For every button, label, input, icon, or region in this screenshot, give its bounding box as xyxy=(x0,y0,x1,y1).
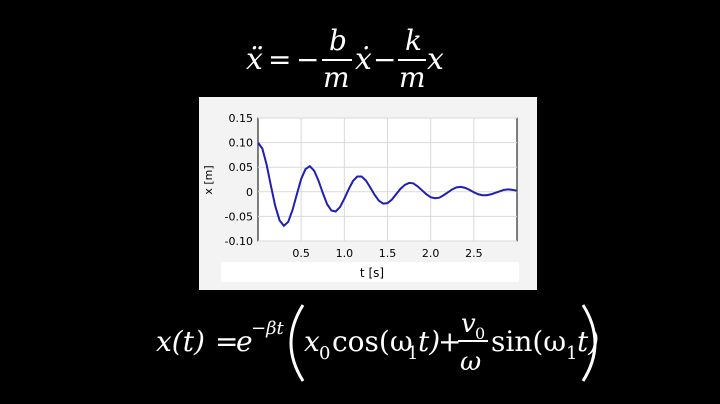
eq-top-minus-2: − xyxy=(373,43,396,76)
eq-bottom-exp-base: e xyxy=(236,325,253,358)
eq-top-term2: x xyxy=(427,42,444,77)
eq-bottom-right-paren xyxy=(581,304,597,382)
x-tick-label: 2.0 xyxy=(422,247,440,260)
eq-top-lhs: ẍ xyxy=(246,42,263,77)
y-axis-ticks: 0.15 0.10 0.05 0 -0.05 -0.10 xyxy=(225,112,253,248)
y-tick-label: 0.05 xyxy=(229,161,254,174)
series-line-displacement xyxy=(257,142,518,228)
eq-bottom-cos-open: cos(ω xyxy=(332,325,413,358)
equation-top: ẍ = − b m ẋ − k m x xyxy=(246,24,444,94)
y-tick-label: 0 xyxy=(246,186,253,199)
eq-top-minus-1: − xyxy=(296,43,319,76)
y-tick-label: -0.10 xyxy=(225,235,253,248)
x-axis-ticks: 0.5 1.0 1.5 2.0 2.5 xyxy=(292,247,482,260)
eq-bottom-sin-sub: 1 xyxy=(566,343,577,364)
eq-bottom-x0-sub: 0 xyxy=(319,343,330,364)
x-tick-label: 1.5 xyxy=(379,247,397,260)
x-tick-label: 2.5 xyxy=(465,247,483,260)
x-tick-label: 0.5 xyxy=(292,247,310,260)
x-axis-label: t [s] xyxy=(360,266,384,280)
eq-bottom-exponent: −βt xyxy=(251,318,284,339)
eq-bottom-plus: + xyxy=(438,325,461,358)
eq-bottom-v0-base: v xyxy=(461,309,476,339)
xlabel-band xyxy=(221,262,519,282)
eq-top-equals: = xyxy=(268,43,291,76)
eq-top-frac2-denominator: m xyxy=(399,61,426,94)
eq-top-frac2-numerator: k xyxy=(405,24,422,57)
equation-bottom: x(t) = e −βt x 0 cos(ω 1 t) + v 0 ω sin(… xyxy=(156,304,599,382)
eq-bottom-equals: = xyxy=(215,325,238,358)
eq-bottom-v0-sub: 0 xyxy=(475,324,485,343)
eq-bottom-left-paren xyxy=(289,304,305,382)
eq-bottom-cos-sub: 1 xyxy=(407,343,418,364)
eq-bottom-cos-close: t) xyxy=(418,325,440,358)
eq-top-frac1-denominator: m xyxy=(323,61,350,94)
eq-top-term1: ẋ xyxy=(355,42,372,77)
y-tick-label: 0.10 xyxy=(229,137,254,150)
eq-bottom-lhs: x(t) xyxy=(156,325,205,358)
eq-bottom-x0-base: x xyxy=(304,325,320,358)
x-tick-label: 1.0 xyxy=(336,247,354,260)
eq-bottom-omega-den: ω xyxy=(460,347,481,377)
y-axis-label: x [m] xyxy=(202,165,215,194)
y-tick-label: 0.15 xyxy=(229,112,254,125)
eq-bottom-sin-open: sin(ω xyxy=(491,325,566,358)
grid xyxy=(258,117,517,242)
y-tick-label: -0.05 xyxy=(225,210,253,223)
eq-top-frac1-numerator: b xyxy=(329,24,347,57)
